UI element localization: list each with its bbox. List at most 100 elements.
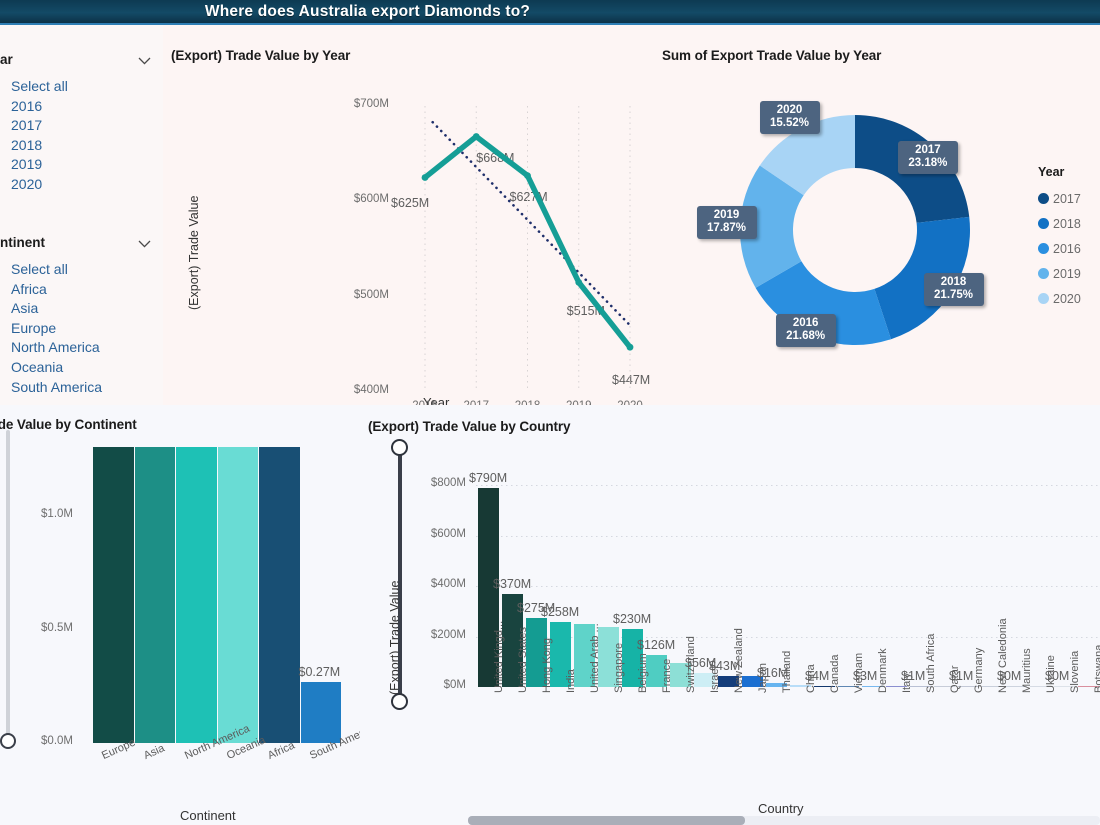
slicer-item-europe[interactable]: Europe — [11, 319, 57, 336]
x-tick-label: Mauritius — [1021, 648, 1033, 693]
bar-country[interactable] — [502, 593, 523, 687]
bar-country[interactable] — [982, 685, 1003, 687]
country-chart-vertical-slider[interactable] — [398, 447, 402, 702]
country-chart-slider-knob-top[interactable] — [391, 439, 408, 456]
bar-country[interactable] — [718, 676, 739, 687]
slicer-item-2018[interactable]: 2018 — [11, 136, 43, 153]
x-tick-label: Slovenia — [1069, 650, 1081, 693]
bar-country[interactable] — [814, 685, 835, 687]
bar-country[interactable] — [862, 685, 883, 687]
year-slicer-label: ar — [0, 52, 13, 67]
bar-country[interactable] — [1006, 685, 1027, 687]
bar-country[interactable] — [910, 685, 931, 687]
legend-item[interactable]: 2017 — [1038, 186, 1081, 211]
slicer-item-oceania[interactable]: Oceania — [11, 358, 64, 375]
y-tick-label: $0M — [443, 679, 466, 691]
bar-country[interactable] — [1054, 685, 1075, 687]
bar-country[interactable] — [550, 621, 571, 687]
bar-country[interactable] — [622, 628, 643, 687]
bar-country[interactable] — [526, 617, 547, 687]
donut-slice-label: 2016 21.68% — [775, 313, 836, 347]
bar-country[interactable] — [742, 676, 763, 687]
donut-label-percent: 21.68% — [786, 330, 826, 343]
gridline — [476, 535, 1100, 537]
slicer-item-south-america[interactable]: South America — [11, 378, 103, 395]
slicer-item-select-all-year[interactable]: Select all — [11, 78, 68, 94]
continent-chart-vertical-slider[interactable] — [6, 430, 10, 745]
continent-slicer-header[interactable]: ntinent — [0, 235, 163, 257]
donut-label-percent: 23.18% — [908, 157, 948, 170]
bar-oceania[interactable] — [217, 447, 258, 743]
bar-country[interactable] — [1030, 685, 1051, 687]
bar-north-america[interactable] — [176, 447, 217, 743]
bar-south-america[interactable] — [300, 681, 341, 743]
legend-item[interactable]: 2019 — [1038, 261, 1081, 286]
continent-chart-slider-knob[interactable] — [0, 733, 16, 749]
legend-color-swatch — [1038, 293, 1049, 304]
line-chart-plot[interactable] — [163, 25, 660, 405]
slicer-item-2017[interactable]: 2017 — [11, 117, 43, 134]
donut-label-year: 2016 — [792, 316, 819, 329]
legend-title: Year — [1038, 165, 1065, 179]
legend-item[interactable]: 2020 — [1038, 286, 1081, 311]
year-slicer-header[interactable]: ar — [0, 52, 163, 74]
legend-item-label: 2019 — [1053, 266, 1081, 281]
legend-item-label: 2020 — [1053, 291, 1081, 306]
bar-country[interactable] — [646, 655, 667, 687]
data-label: $56M — [685, 655, 717, 670]
bar-country[interactable] — [886, 685, 907, 687]
bar-country[interactable] — [694, 672, 715, 687]
slicer-item-asia[interactable]: Asia — [11, 300, 39, 317]
legend-item[interactable]: 2016 — [1038, 236, 1081, 261]
donut-slice-label: 2017 23.18% — [897, 140, 958, 174]
bar-country[interactable] — [598, 626, 619, 687]
data-label: $230M — [613, 611, 652, 626]
bar-africa[interactable] — [259, 447, 300, 743]
continent-slicer: ntinent Select all Africa Asia Europe No… — [0, 235, 163, 397]
bar-country[interactable] — [790, 684, 811, 687]
data-label: $790M — [469, 470, 508, 485]
continent-chart-title: ort) Trade Value by Continent — [0, 417, 137, 432]
slicer-item-africa[interactable]: Africa — [11, 280, 47, 297]
donut-slice[interactable] — [759, 115, 855, 196]
slicer-item-select-all-continent[interactable]: Select all — [11, 261, 68, 277]
bar-country[interactable] — [958, 685, 979, 687]
data-label: $370M — [493, 576, 532, 591]
x-tick-label: United Kingd... — [493, 620, 505, 693]
donut-slice[interactable] — [874, 216, 970, 340]
slicer-item-2020[interactable]: 2020 — [11, 175, 43, 192]
donut-label-percent: 21.75% — [934, 289, 974, 302]
country-chart-scrollbar-thumb[interactable] — [468, 816, 745, 825]
chevron-down-icon[interactable] — [138, 240, 151, 248]
legend-item-label: 2016 — [1053, 241, 1081, 256]
bar-country[interactable] — [766, 682, 787, 687]
bar-asia[interactable] — [134, 447, 175, 743]
country-chart-horizontal-scrollbar[interactable] — [468, 816, 1100, 825]
data-label: $0.27M — [298, 664, 341, 679]
bar-country[interactable] — [670, 662, 691, 687]
y-tick-label: $400M — [353, 384, 389, 396]
data-label: $258M — [541, 604, 580, 619]
bar-country[interactable] — [574, 624, 595, 687]
donut-chart-legend: Year 2017 2018 2016 2019 2020 — [1038, 165, 1081, 311]
slicer-item-north-america[interactable]: North America — [11, 339, 100, 356]
chevron-down-icon[interactable] — [138, 57, 151, 65]
line-chart-panel: (Export) Trade Value by Year (Export) Tr… — [163, 25, 660, 412]
bar-country[interactable] — [478, 487, 499, 687]
bar-country[interactable] — [1078, 685, 1099, 687]
legend-item[interactable]: 2018 — [1038, 211, 1081, 236]
bar-country[interactable] — [838, 685, 859, 687]
donut-slice[interactable] — [740, 165, 804, 288]
data-label: $16M — [757, 665, 789, 680]
x-tick-label: Botswana — [1093, 644, 1100, 693]
data-label: $4M — [805, 668, 830, 683]
data-label: $275M — [517, 600, 556, 615]
data-label: $1M — [949, 668, 974, 683]
country-chart-slider-knob-bottom[interactable] — [391, 693, 408, 710]
slicer-item-2016[interactable]: 2016 — [11, 97, 43, 114]
slicer-item-2019[interactable]: 2019 — [11, 156, 43, 173]
bar-europe[interactable] — [93, 447, 134, 743]
x-tick-label: Hong Kong — [541, 637, 553, 693]
bar-country[interactable] — [934, 685, 955, 687]
continent-slicer-label: ntinent — [0, 235, 45, 250]
